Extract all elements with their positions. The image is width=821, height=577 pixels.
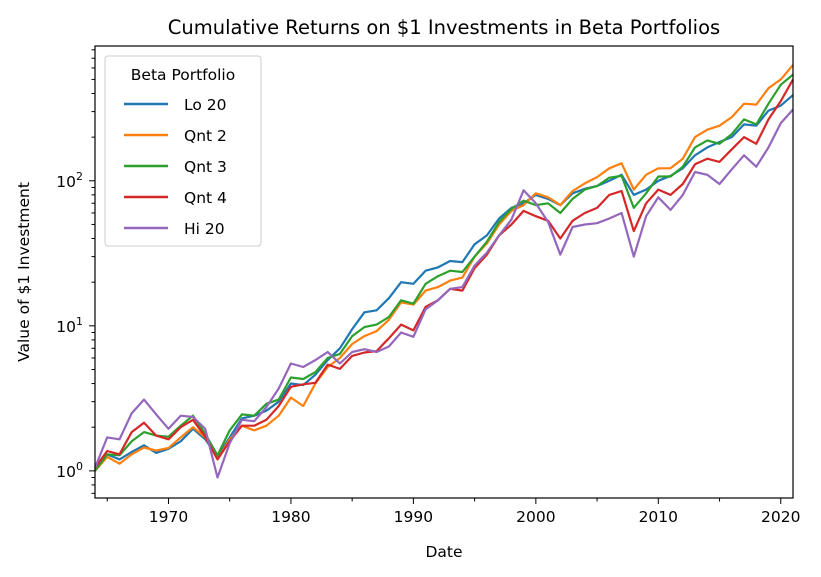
- legend: Beta Portfolio Lo 20 Qnt 2 Qnt 3 Qnt 4 Hi 20: [104, 55, 262, 247]
- x-tick-label: 2010: [639, 508, 678, 526]
- x-tick-label: 1970: [149, 508, 188, 526]
- series-line-hi-20: [93, 108, 794, 479]
- y-axis-label: Value of $1 Investment: [15, 182, 33, 362]
- chart-title: Cumulative Returns on $1 Investments in …: [168, 16, 720, 39]
- legend-label: Lo 20: [184, 96, 227, 114]
- legend-title: Beta Portfolio: [131, 66, 235, 84]
- legend-label: Qnt 2: [184, 127, 227, 145]
- legend-entry: Qnt 4: [124, 189, 227, 207]
- y-tick-label: 101: [56, 315, 83, 336]
- plot-area: [93, 64, 794, 479]
- legend-label: Qnt 4: [184, 189, 227, 207]
- legend-entry: Hi 20: [124, 220, 225, 238]
- y-tick-label: 100: [56, 460, 83, 481]
- x-axis-label: Date: [425, 543, 462, 561]
- x-axis: 1970 1980 1990 2000 2010 2020: [106, 498, 800, 526]
- legend-entry: Qnt 3: [124, 158, 227, 176]
- legend-label: Hi 20: [184, 220, 225, 238]
- legend-entry: Lo 20: [124, 96, 227, 114]
- legend-entry: Qnt 2: [124, 127, 227, 145]
- legend-box: [104, 55, 262, 247]
- series-line-qnt-3: [94, 73, 794, 472]
- y-tick-label: 102: [56, 170, 83, 191]
- legend-label: Qnt 3: [184, 158, 227, 176]
- x-tick-label: 1990: [394, 508, 433, 526]
- y-axis: 100 101 102: [56, 49, 95, 494]
- legend-entries: Lo 20 Qnt 2 Qnt 3 Qnt 4 Hi 20: [124, 96, 227, 238]
- x-tick-label: 2000: [516, 508, 555, 526]
- x-tick-label: 2020: [761, 508, 800, 526]
- plot-frame: [94, 45, 794, 499]
- x-tick-label: 1980: [271, 508, 310, 526]
